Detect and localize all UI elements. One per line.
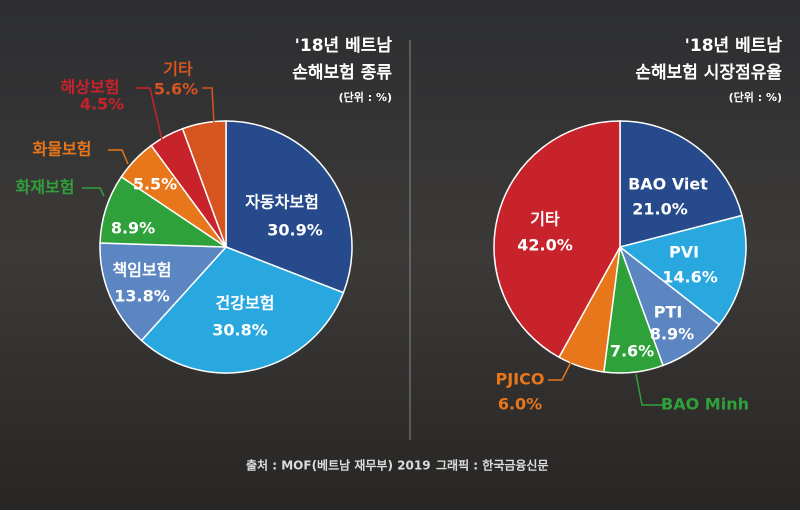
slice-value: 4.5% (80, 95, 124, 114)
pie-slice (618, 214, 747, 326)
slice-value: 6.0% (498, 395, 542, 414)
leader-line (108, 149, 129, 165)
unit-label: (단위 : %) (729, 90, 782, 104)
slice-name: BAO Minh (661, 395, 749, 414)
slice-value: 30.9% (267, 221, 323, 240)
slice-name: 해상보험 (61, 78, 120, 97)
leader-line (548, 347, 579, 381)
slice-value: 30.8% (212, 321, 268, 340)
slice-name: 자동차보험 (245, 193, 319, 212)
chart-title: 손해보험 시장점유율 (635, 62, 782, 83)
slice-name: 화물보험 (33, 140, 92, 159)
slice-name: PVI (669, 243, 699, 262)
pie-slice (99, 242, 228, 342)
unit-label: (단위 : %) (339, 90, 392, 104)
pie-slice (181, 120, 227, 248)
pie-slice (619, 120, 743, 248)
slice-name: 건강보험 (216, 294, 275, 313)
slice-name: 기타 (163, 60, 193, 79)
slice-name: 기타 (530, 210, 560, 229)
leader-line (136, 87, 163, 141)
source: 출처 : MOF(베트남 재무부) 2019 (246, 458, 431, 473)
pie-slice (225, 120, 353, 294)
leader-line (635, 373, 666, 406)
chart-title: 손해보험 종류 (292, 62, 392, 83)
slice-value: 5.5% (133, 175, 177, 194)
pie-slice (493, 120, 621, 359)
slice-name: BAO Viet (628, 175, 708, 194)
slice-value: 5.6% (154, 80, 198, 99)
chart-title: '18년 베트남 (295, 36, 393, 56)
chart-title: '18년 베트남 (685, 36, 783, 56)
leader-line (202, 87, 215, 125)
slice-value: 13.8% (114, 287, 170, 306)
slice-value: 8.9% (111, 219, 155, 238)
leader-line (82, 187, 105, 197)
credit: 그래픽 : 한국금융신문 (436, 458, 549, 473)
slice-name: 책임보험 (113, 261, 172, 280)
slice-name: 화재보험 (16, 178, 75, 197)
slice-value: 8.9% (650, 325, 694, 344)
slice-value: 7.6% (610, 342, 654, 361)
slice-value: 14.6% (662, 268, 718, 287)
pie-slice (140, 246, 345, 374)
slice-value: 21.0% (632, 200, 688, 219)
slice-value: 42.0% (517, 236, 573, 255)
slice-name: PJICO (496, 370, 545, 389)
slice-name: PTI (654, 303, 683, 322)
